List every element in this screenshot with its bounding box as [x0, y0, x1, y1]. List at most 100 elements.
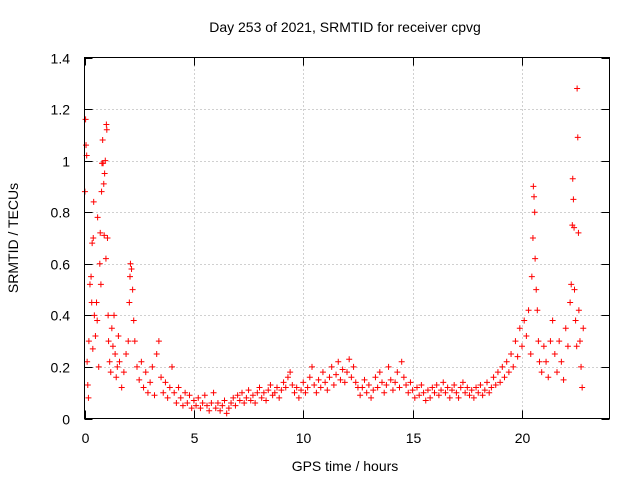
data-point — [158, 374, 165, 381]
data-point — [438, 387, 445, 394]
data-point — [365, 381, 372, 388]
data-point — [337, 376, 344, 383]
data-point — [118, 384, 125, 391]
data-point — [575, 307, 582, 314]
data-point — [102, 255, 109, 262]
y-tick-label: 0.2 — [51, 360, 71, 376]
data-point — [274, 384, 280, 391]
data-point — [560, 376, 567, 383]
data-point — [379, 379, 385, 386]
data-point — [127, 273, 133, 280]
x-tick-label: 5 — [191, 430, 199, 446]
data-point — [108, 325, 115, 332]
data-point — [324, 387, 331, 394]
data-point — [350, 363, 357, 370]
data-point — [339, 366, 346, 373]
data-point — [575, 229, 582, 236]
data-points — [81, 85, 587, 417]
data-point — [228, 400, 235, 407]
data-point — [477, 381, 484, 388]
data-point — [162, 379, 169, 386]
data-point — [103, 121, 110, 128]
data-point — [245, 387, 252, 394]
data-point — [344, 369, 350, 376]
data-point — [188, 405, 195, 412]
data-point — [97, 229, 104, 236]
x-tick-label: 0 — [82, 430, 90, 446]
data-point — [309, 363, 315, 370]
data-point — [171, 389, 178, 396]
data-point — [102, 157, 109, 164]
data-point — [175, 384, 182, 391]
data-point — [525, 307, 532, 314]
data-point — [130, 317, 137, 324]
y-tick-label: 1.4 — [51, 51, 71, 67]
data-point — [284, 374, 291, 381]
data-point — [455, 394, 462, 401]
data-point — [126, 299, 133, 306]
data-point — [109, 343, 116, 350]
data-point — [519, 343, 525, 350]
data-point — [289, 381, 296, 388]
data-point — [328, 363, 335, 370]
data-point — [186, 392, 193, 399]
data-point — [568, 281, 575, 288]
data-point — [400, 374, 407, 381]
data-point — [580, 325, 587, 332]
data-point — [361, 376, 368, 383]
data-point — [473, 384, 480, 391]
data-point — [389, 387, 396, 394]
data-point — [140, 384, 147, 391]
data-point — [260, 389, 267, 396]
data-point — [85, 338, 92, 345]
data-point — [169, 363, 175, 370]
data-point — [204, 402, 210, 409]
data-point — [239, 389, 245, 396]
data-point — [535, 338, 542, 345]
data-point — [470, 394, 477, 401]
data-point — [107, 369, 114, 376]
data-point — [89, 345, 96, 352]
data-point — [282, 384, 289, 391]
data-point — [567, 299, 574, 306]
data-point — [571, 286, 578, 293]
data-point — [444, 384, 451, 391]
data-point — [99, 137, 106, 144]
data-point — [98, 188, 105, 195]
data-point — [424, 387, 431, 394]
data-point — [291, 389, 298, 396]
data-point — [409, 387, 416, 394]
x-tick-labels: 0 5 10 15 20 — [82, 430, 531, 446]
data-point — [134, 363, 140, 370]
y-tick-label: 0 — [62, 412, 70, 428]
data-point — [357, 392, 364, 399]
data-point — [442, 389, 449, 396]
data-point — [225, 405, 232, 412]
data-point — [105, 338, 112, 345]
data-point — [403, 381, 410, 388]
data-point — [151, 392, 158, 399]
data-point — [505, 369, 512, 376]
data-point — [374, 384, 381, 391]
data-point — [576, 338, 583, 345]
data-point — [173, 400, 180, 407]
data-point — [538, 369, 545, 376]
data-point — [280, 379, 287, 386]
data-point — [90, 235, 97, 241]
data-point — [533, 286, 540, 293]
data-point — [573, 343, 580, 350]
data-point — [488, 384, 495, 391]
data-point — [104, 235, 111, 241]
data-point — [574, 85, 581, 92]
data-point — [429, 384, 436, 391]
data-point — [106, 358, 113, 365]
data-point — [254, 389, 261, 396]
data-point — [543, 358, 550, 365]
data-point — [91, 312, 98, 319]
x-tick-label: 15 — [406, 430, 422, 446]
data-point — [206, 407, 213, 414]
data-point — [333, 371, 340, 378]
data-point — [531, 193, 538, 200]
data-point — [494, 369, 501, 376]
